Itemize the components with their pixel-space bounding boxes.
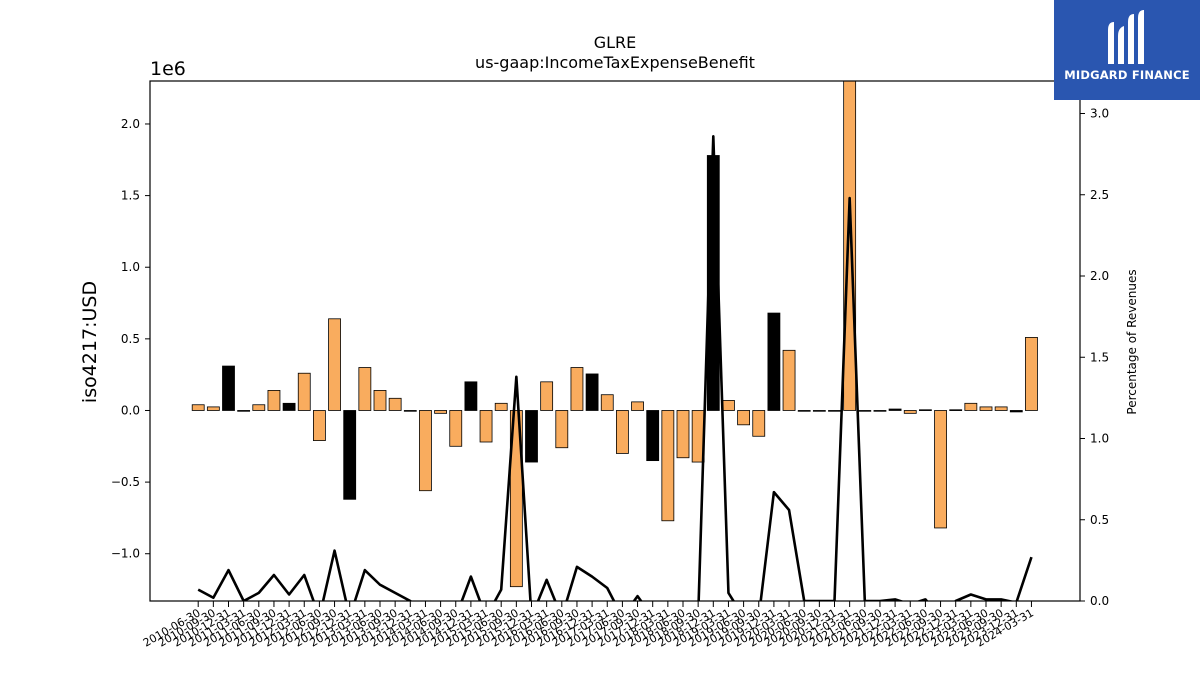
bar [570, 367, 584, 411]
y-scale-label: 1e6 [150, 58, 186, 80]
bar [858, 410, 872, 412]
y2-tick-label: 3.0 [1090, 107, 1109, 121]
bar [403, 410, 417, 412]
bar [297, 372, 311, 411]
y-tick-label: −0.5 [111, 475, 140, 489]
logo-text: MIDGARD FINANCE [1064, 68, 1190, 82]
bar [479, 410, 493, 443]
bar [979, 406, 993, 411]
bar [373, 390, 387, 411]
y-tick-label: 2.0 [121, 117, 140, 131]
bar [252, 404, 266, 411]
bar [449, 410, 463, 447]
bar [661, 410, 675, 522]
bar [616, 410, 629, 454]
y2-tick-label: 1.0 [1090, 432, 1109, 446]
y-tick-label: 1.5 [121, 189, 140, 203]
bar [312, 410, 326, 441]
bar [555, 410, 569, 449]
bar [282, 402, 296, 411]
bar [1025, 337, 1038, 411]
bar [434, 410, 448, 414]
bar [919, 409, 932, 411]
bar [237, 410, 251, 412]
bar [343, 410, 357, 500]
bar [631, 401, 644, 411]
bar [737, 410, 750, 426]
axes-layer: −1.0 −0.5 0.0 0.5 1.0 1.5 2.0 0.0 0.5 1.0 1.5 2.0 2.… [111, 80, 1109, 650]
percentage-line [197, 134, 1033, 601]
bar [600, 394, 614, 411]
midgard-finance-logo: MIDGARD FINANCE [1054, 0, 1200, 100]
y2-tick-label: 0.0 [1090, 594, 1109, 608]
bar [206, 406, 220, 411]
bar [191, 404, 205, 411]
y-tick-label: −1.0 [111, 547, 140, 561]
bar [222, 365, 235, 411]
bar [782, 349, 796, 411]
bar [646, 410, 660, 462]
bar [464, 381, 478, 411]
bar [585, 373, 599, 411]
plot-frame [149, 80, 1081, 602]
y-tick-label: 1.0 [121, 260, 140, 274]
y2-axis-label: Percentage of Revenues [1125, 269, 1139, 414]
bar [949, 409, 963, 411]
y2-tick-label: 0.5 [1090, 513, 1109, 527]
y-tick-label: 0.0 [121, 403, 140, 417]
y2-tick-label: 2.5 [1090, 188, 1109, 202]
bar [525, 410, 538, 463]
bars-layer [191, 81, 1038, 588]
bar [843, 81, 857, 411]
chart-subtitle: us-gaap:IncomeTaxExpenseBenefit [475, 53, 755, 72]
bar [994, 406, 1008, 411]
y2-tick-label: 2.0 [1090, 269, 1109, 283]
bar [509, 410, 523, 588]
bar [752, 410, 766, 437]
y2-tick-label: 1.5 [1090, 350, 1109, 364]
chart-title: GLRE [594, 33, 637, 52]
line-layer [197, 134, 1033, 601]
bar [828, 410, 841, 412]
bar [964, 402, 978, 411]
y-axis-label: iso4217:USD [79, 281, 101, 403]
bar [934, 410, 947, 529]
bar [419, 410, 432, 492]
bar [903, 410, 917, 414]
bar [388, 397, 402, 411]
bar [873, 410, 887, 412]
bar [888, 408, 902, 411]
bar [722, 400, 735, 411]
bar [797, 410, 811, 412]
bar [358, 367, 372, 411]
logo-mark-icon [1108, 10, 1144, 64]
bar [494, 402, 508, 411]
bar [812, 410, 826, 412]
bar [328, 318, 341, 411]
y-tick-label: 0.5 [121, 332, 140, 346]
bar [1009, 410, 1023, 413]
bar [540, 381, 554, 411]
bar [676, 410, 690, 459]
bar [767, 312, 781, 411]
bar [267, 390, 281, 411]
